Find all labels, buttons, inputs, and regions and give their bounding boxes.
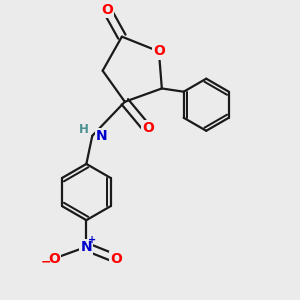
Text: N: N [96, 129, 108, 143]
Text: O: O [101, 3, 113, 17]
Text: O: O [110, 252, 122, 266]
Text: O: O [142, 122, 154, 135]
Text: H: H [79, 123, 89, 136]
Text: +: + [88, 235, 96, 245]
Text: O: O [153, 44, 165, 58]
Text: O: O [48, 252, 60, 266]
Text: −: − [40, 255, 51, 268]
Text: N: N [80, 240, 92, 254]
